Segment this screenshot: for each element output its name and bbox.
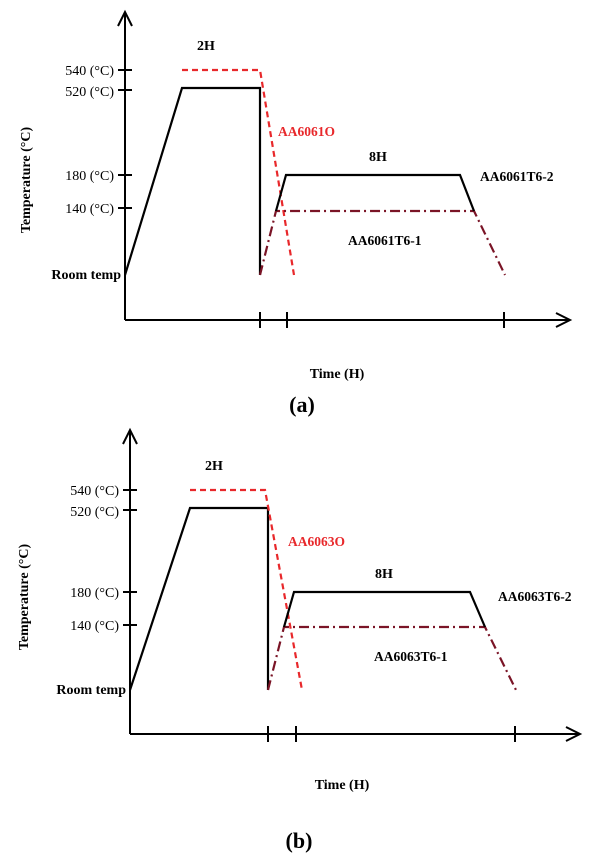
panel-a-solution-duration-label: 2H bbox=[197, 39, 215, 54]
panel-b-y-axis-arrow bbox=[122, 427, 138, 445]
panel-b-label: (b) bbox=[286, 828, 313, 853]
panel-a-ytick-label-540: 540 (°C) bbox=[65, 64, 114, 79]
panel-a-ytick-label-520: 520 (°C) bbox=[65, 85, 114, 100]
panel-b: 540 (°C) 520 (°C) 180 (°C) 140 (°C) Room… bbox=[17, 427, 583, 853]
panel-b-annealed-label: AA6063O bbox=[288, 534, 345, 549]
panel-b-x-axis-arrow bbox=[565, 726, 583, 742]
panel-b-ytick-label-520: 520 (°C) bbox=[70, 505, 119, 520]
panel-b-x-axis-label: Time (H) bbox=[315, 778, 370, 793]
panel-b-solution-duration-label: 2H bbox=[205, 459, 223, 474]
panel-a-aging2-label: AA6061T6-2 bbox=[480, 169, 554, 184]
panel-b-y-axis-label: Temperature (°C) bbox=[17, 544, 32, 651]
panel-a: 540 (°C) 520 (°C) 180 (°C) 140 (°C) Room… bbox=[19, 9, 573, 417]
panel-b-solution-treatment-line bbox=[128, 506, 270, 691]
panel-b-annealed-line bbox=[190, 488, 304, 691]
panel-b-ytick-label-140: 140 (°C) bbox=[70, 619, 119, 634]
panel-a-x-axis-label: Time (H) bbox=[310, 367, 365, 382]
panel-b-aging-duration-label: 8H bbox=[375, 567, 393, 582]
panel-b-aging2-label: AA6063T6-2 bbox=[498, 589, 572, 604]
panel-a-annealed-line bbox=[182, 68, 296, 276]
panel-a-ytick-label-room: Room temp bbox=[51, 268, 121, 283]
panel-a-aging2-line bbox=[274, 173, 476, 212]
panel-b-ytick-label-room: Room temp bbox=[56, 683, 126, 698]
panel-a-x-axis-arrow bbox=[555, 312, 573, 328]
panel-a-solution-treatment-line bbox=[123, 86, 262, 276]
panel-b-aging1-label: AA6063T6-1 bbox=[374, 649, 448, 664]
panel-a-ytick-label-140: 140 (°C) bbox=[65, 202, 114, 217]
panel-b-aging2-line bbox=[282, 590, 487, 628]
panel-b-ytick-label-540: 540 (°C) bbox=[70, 484, 119, 499]
panel-a-label: (a) bbox=[289, 392, 315, 417]
panel-a-aging1-line bbox=[258, 209, 506, 276]
panel-b-ytick-label-180: 180 (°C) bbox=[70, 586, 119, 601]
panel-a-y-axis-label: Temperature (°C) bbox=[19, 127, 34, 234]
panel-b-aging1-line bbox=[266, 625, 517, 691]
panel-a-annealed-label: AA6061O bbox=[278, 124, 335, 139]
panel-a-y-axis-arrow bbox=[117, 9, 133, 27]
panel-a-ytick-label-180: 180 (°C) bbox=[65, 169, 114, 184]
panel-a-aging-duration-label: 8H bbox=[369, 150, 387, 165]
panel-a-aging1-label: AA6061T6-1 bbox=[348, 233, 422, 248]
